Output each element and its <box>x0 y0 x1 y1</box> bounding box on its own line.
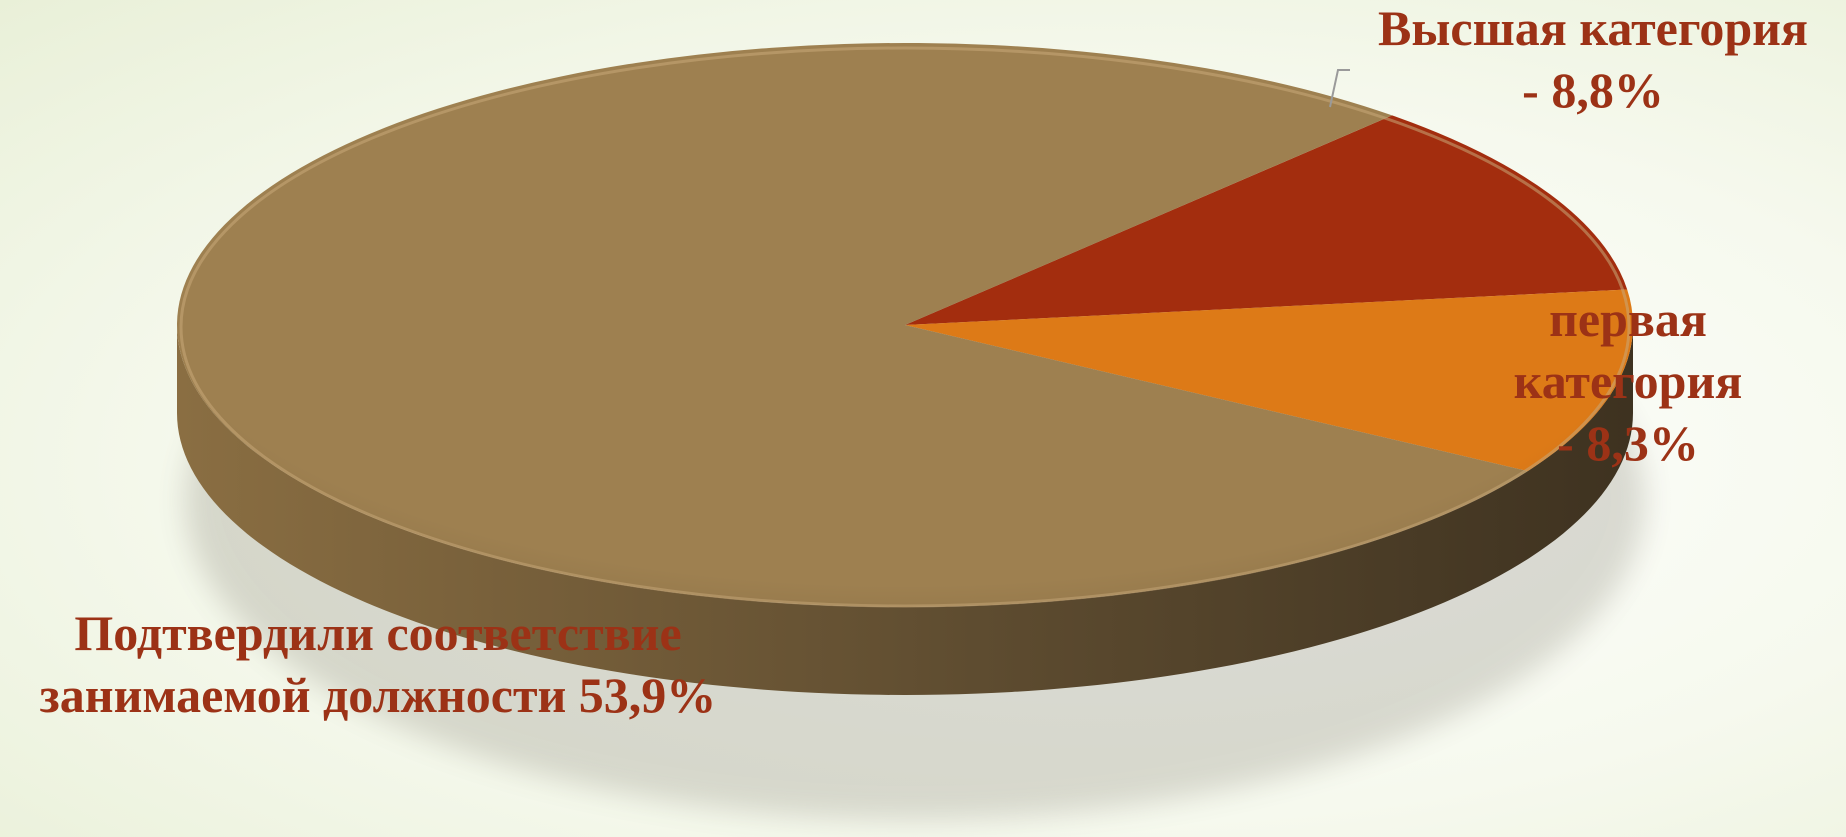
label-line: первая <box>1549 291 1707 347</box>
label-line: категория <box>1514 353 1743 409</box>
label-line: Подтвердили соответствие <box>74 605 681 661</box>
pie-top-shading <box>177 43 1633 607</box>
label-line: - 8,3% <box>1557 415 1699 471</box>
leader-line <box>1329 69 1350 108</box>
label-podtverdili: Подтвердили соответствие занимаемой должн… <box>40 605 717 723</box>
label-line: занимаемой должности 53,9% <box>40 667 717 723</box>
label-line: - 8,8% <box>1522 62 1664 118</box>
pie-side-wall <box>177 325 1633 695</box>
label-vysshaya: Высшая категория - 8,8% <box>1378 0 1808 118</box>
label-line: Высшая категория <box>1378 0 1808 56</box>
label-pervaya: первая категория - 8,3% <box>1514 291 1743 471</box>
